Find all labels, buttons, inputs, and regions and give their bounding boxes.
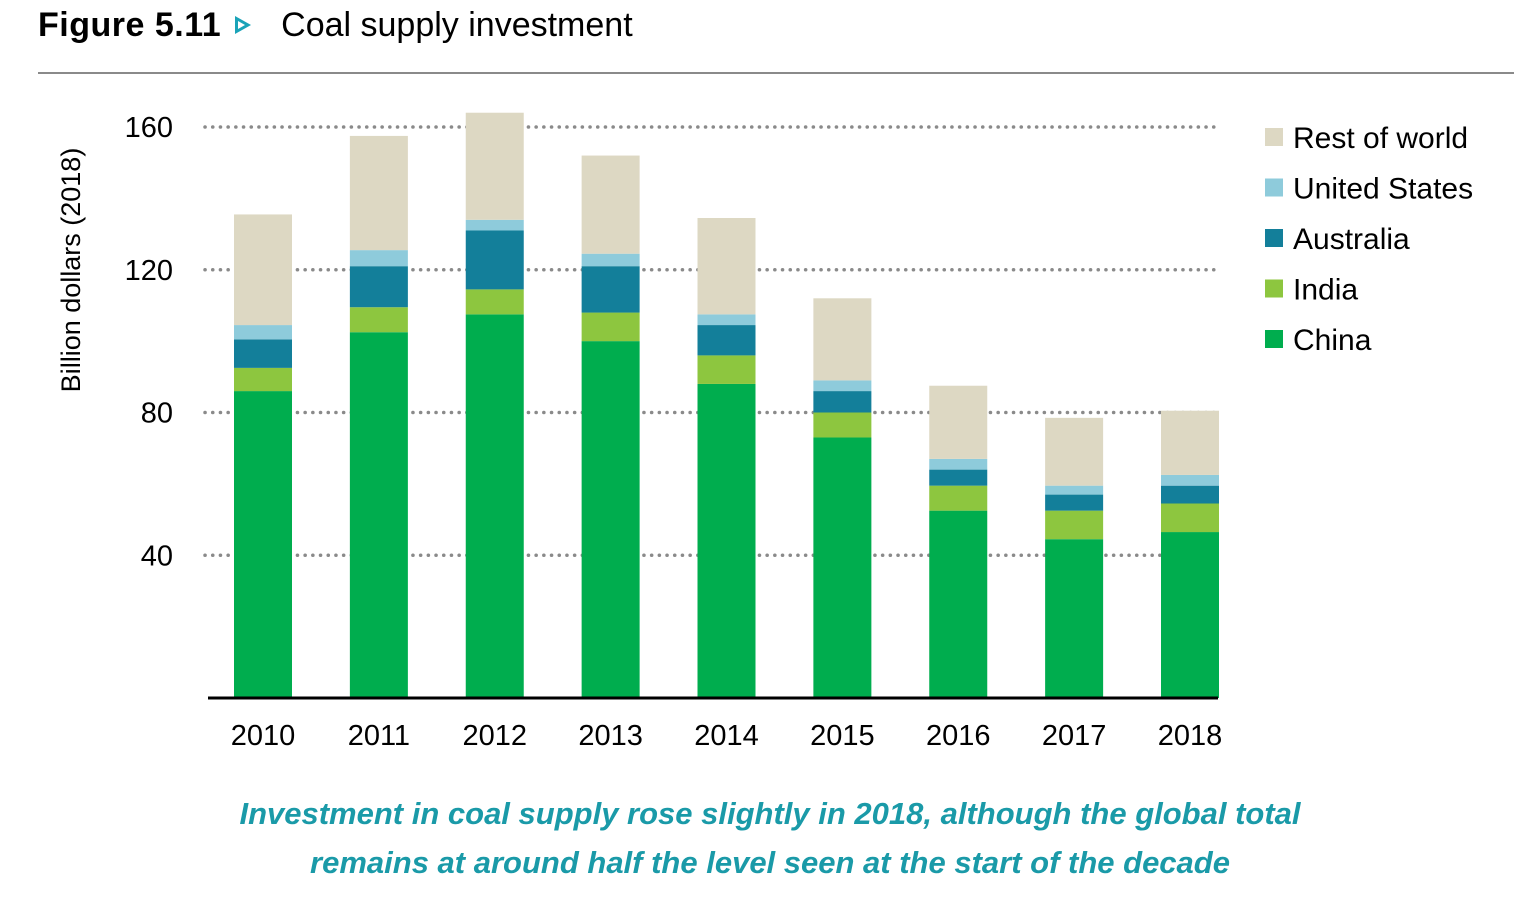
bar-rest-of-world-2017 xyxy=(1045,417,1104,486)
figure-title: Coal supply investment xyxy=(281,5,633,44)
bar-india-2015 xyxy=(813,412,872,438)
x-tick-label: 2016 xyxy=(926,720,991,752)
bar-rest-of-world-2010 xyxy=(234,214,292,326)
y-axis-title: Billion dollars (2018) xyxy=(56,148,86,393)
bar-china-2018 xyxy=(1161,532,1219,698)
bar-united-states-2013 xyxy=(581,253,640,267)
caption-line-2: remains at around half the level seen at… xyxy=(310,845,1230,880)
legend-swatch-australia xyxy=(1265,229,1283,247)
bar-australia-2016 xyxy=(929,469,988,486)
legend-label-india: India xyxy=(1293,274,1358,307)
x-tick-label: 2011 xyxy=(348,720,410,752)
bar-india-2018 xyxy=(1161,503,1219,533)
legend-swatch-india xyxy=(1265,279,1283,298)
stacked-bar-chart: 40 80 120 160 Billion dollars (2018) 2010 2011… xyxy=(56,112,1473,752)
figure-header: Figure 5.11 Coal supply investment xyxy=(38,2,633,48)
bar-china-2011 xyxy=(349,332,408,698)
y-tick-label: 80 xyxy=(141,398,173,430)
bar-united-states-2010 xyxy=(234,325,292,340)
bar-united-states-2014 xyxy=(697,314,756,326)
legend-label-united-states: United States xyxy=(1293,173,1473,206)
bar-australia-2018 xyxy=(1161,485,1219,504)
bar-india-2016 xyxy=(929,485,988,511)
bar-china-2017 xyxy=(1045,539,1104,698)
legend-swatch-united-states xyxy=(1265,178,1283,197)
y-tick-label: 40 xyxy=(141,540,173,572)
bar-united-states-2011 xyxy=(349,250,408,267)
x-tick-label: 2012 xyxy=(462,720,527,752)
x-tick-label: 2017 xyxy=(1042,720,1107,752)
bar-india-2012 xyxy=(465,289,524,315)
bar-india-2011 xyxy=(349,307,408,333)
bar-united-states-2018 xyxy=(1161,474,1219,486)
bar-china-2014 xyxy=(697,383,756,698)
header-divider xyxy=(38,72,1514,74)
bar-china-2016 xyxy=(929,510,988,698)
legend-swatch-rest-of-world xyxy=(1265,128,1283,146)
bar-rest-of-world-2011 xyxy=(349,135,408,251)
legend-label-australia: Australia xyxy=(1293,223,1410,256)
bar-rest-of-world-2015 xyxy=(813,298,872,381)
bar-united-states-2015 xyxy=(813,380,872,392)
bar-australia-2014 xyxy=(697,325,756,356)
bar-rest-of-world-2013 xyxy=(581,155,640,254)
y-tick-label: 160 xyxy=(125,112,173,144)
legend-swatch-china xyxy=(1265,330,1283,348)
bar-rest-of-world-2016 xyxy=(929,385,988,459)
bar-india-2010 xyxy=(234,367,292,392)
x-tick-label: 2018 xyxy=(1158,720,1223,752)
bar-australia-2012 xyxy=(465,230,524,290)
bar-australia-2017 xyxy=(1045,494,1104,511)
bar-rest-of-world-2018 xyxy=(1161,410,1219,475)
bar-china-2012 xyxy=(465,314,524,698)
legend-label-rest-of-world: Rest of world xyxy=(1293,122,1468,155)
bar-china-2010 xyxy=(234,391,292,698)
bar-australia-2011 xyxy=(349,266,408,308)
bar-india-2017 xyxy=(1045,510,1104,540)
bar-australia-2015 xyxy=(813,391,872,413)
bar-rest-of-world-2014 xyxy=(697,218,756,315)
bar-australia-2013 xyxy=(581,266,640,313)
legend-label-china: China xyxy=(1293,324,1372,357)
figure-label: Figure 5.11 xyxy=(38,5,222,44)
caption-line-1: Investment in coal supply rose slightly … xyxy=(239,796,1301,831)
x-tick-label: 2014 xyxy=(694,720,759,752)
bar-india-2013 xyxy=(581,312,640,342)
x-tick-label: 2010 xyxy=(231,720,296,752)
bar-united-states-2016 xyxy=(929,458,988,470)
bar-china-2015 xyxy=(813,437,872,698)
bar-united-states-2012 xyxy=(465,219,524,231)
x-tick-label: 2013 xyxy=(578,720,643,752)
y-tick-label: 120 xyxy=(125,255,173,287)
bar-india-2014 xyxy=(697,355,756,384)
x-tick-label: 2015 xyxy=(810,720,875,752)
triangle-arrow-icon xyxy=(235,16,252,34)
bar-australia-2010 xyxy=(234,339,292,368)
bar-rest-of-world-2012 xyxy=(465,112,524,220)
bar-china-2013 xyxy=(581,341,640,698)
bar-united-states-2017 xyxy=(1045,485,1104,495)
